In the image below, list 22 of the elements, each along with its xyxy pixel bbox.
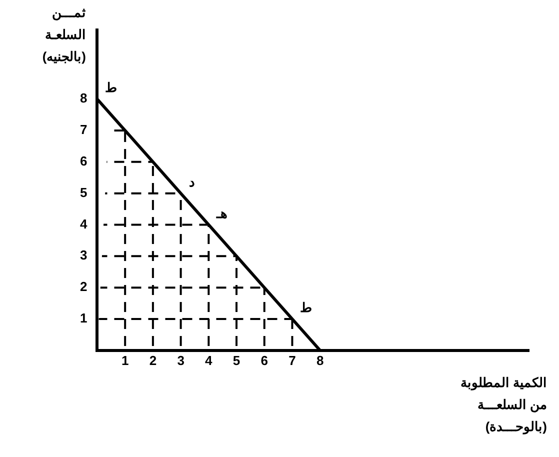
annotation: د	[188, 174, 195, 190]
annotation: ط	[300, 300, 312, 316]
y-tick-label: 3	[80, 248, 88, 263]
y-tick-label: 1	[80, 310, 88, 326]
x-tick-label: 6	[260, 352, 268, 368]
x-tick-label: 8	[316, 352, 324, 368]
x-tick-label: 7	[288, 352, 296, 368]
annotation: هـ	[216, 206, 228, 221]
x-axis-title: الكمية المطلوبة من السلعـــة (بالوحـــدة)	[459, 374, 547, 436]
y-tick-label: 8	[80, 90, 88, 106]
y-tick-label: 6	[80, 154, 88, 169]
y-tick-label: 2	[80, 279, 88, 294]
y-tick-label: 4	[80, 216, 88, 232]
y-axis-title: ثمـــن السلعـة (بالجنيه)	[41, 4, 86, 66]
x-tick-label: 3	[177, 352, 184, 368]
x-tick-label: 5	[232, 352, 240, 368]
y-tick-label: 7	[80, 122, 88, 138]
x-tick-label: 1	[121, 352, 129, 368]
x-tick-label: 2	[149, 352, 157, 368]
y-tick-label: 5	[80, 184, 88, 200]
annotation: ط	[105, 80, 118, 96]
x-tick-label: 4	[205, 352, 214, 368]
